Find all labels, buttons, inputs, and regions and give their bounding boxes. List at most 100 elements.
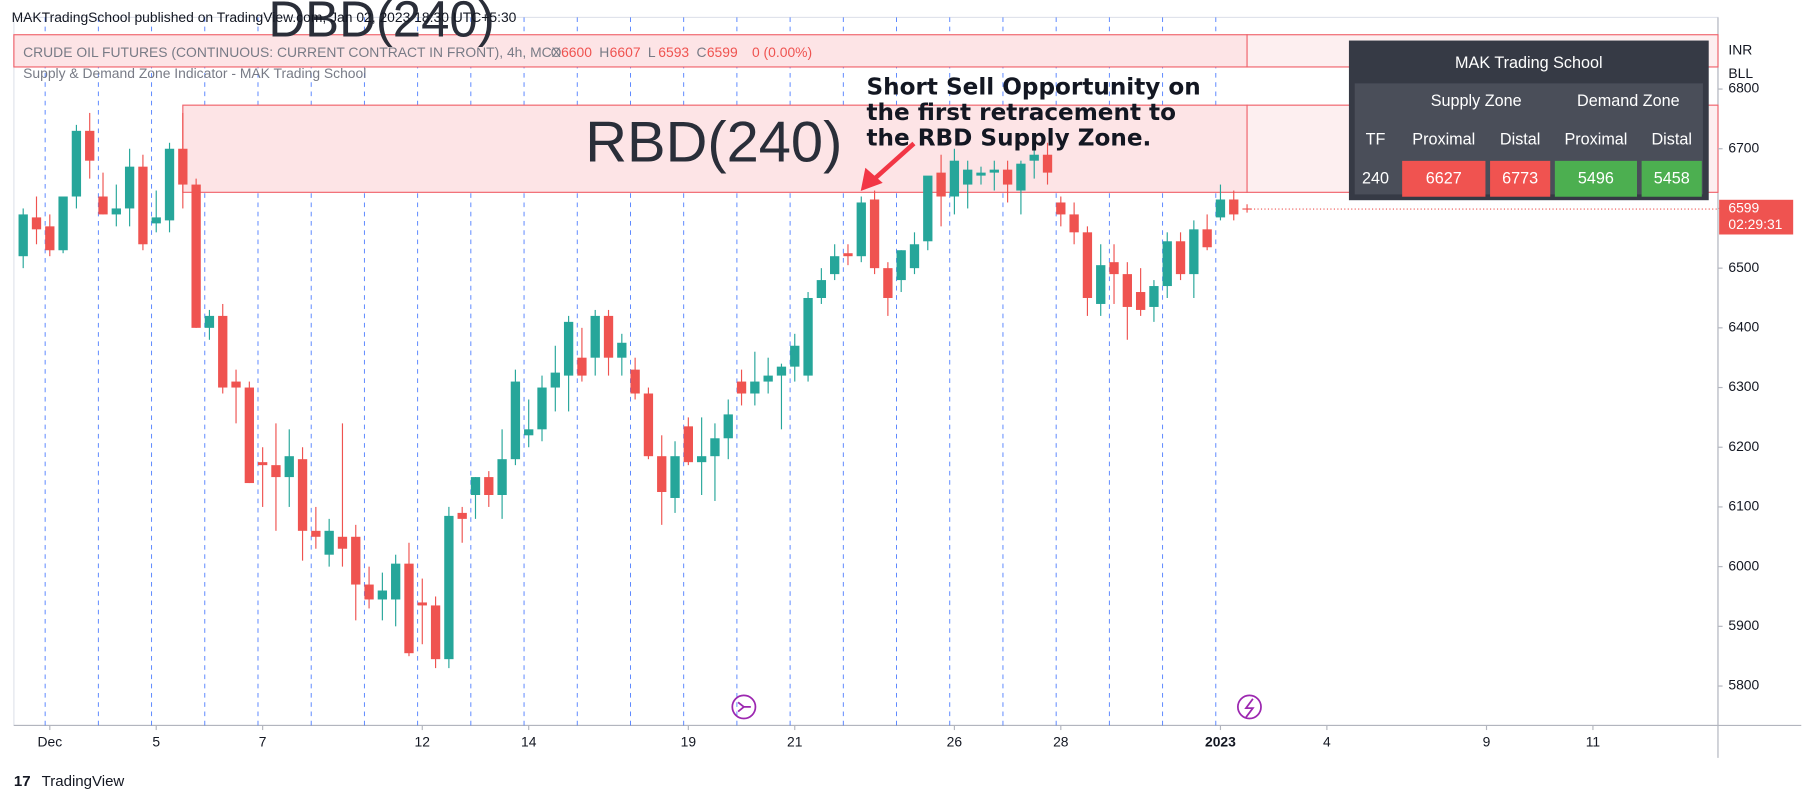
candle-body [563,321,574,376]
candle-body [470,477,481,495]
y-tick-label: 6400 [1728,319,1759,335]
candle-body [657,456,667,493]
candle-body [1016,163,1026,191]
candle-body [603,315,614,358]
event-icon[interactable] [1237,694,1262,720]
candle-body [324,530,334,555]
x-tick-label: 14 [521,733,537,749]
table-cell: 240 [1362,170,1389,188]
candle-body [1109,262,1119,275]
candle-body [736,381,747,394]
candle-body [856,202,866,257]
candle-body [351,536,361,585]
candle-body [909,244,920,269]
table-cell-bg [1641,160,1702,197]
y-tick-label: 6500 [1728,259,1759,275]
candle-body [883,268,893,298]
candle-body [85,130,95,161]
table-cell-bg [1554,160,1637,197]
candle-body [231,381,241,388]
ohlc-change: 0 (0.00%) [752,44,812,60]
candle-body [391,563,401,600]
candle-body [297,459,308,531]
x-tick-label: Dec [37,733,62,749]
x-tick-label: 19 [681,733,697,749]
publish-header: MAKTradingSchool published on TradingVie… [12,9,517,25]
candle-body [696,456,707,463]
table-cell: 6627 [1426,170,1462,188]
candle-body [896,250,906,281]
y-tick-label: 6100 [1728,498,1759,514]
candle-body [18,214,28,257]
candle-body [484,477,494,495]
candle-body [404,563,414,654]
candle-body [364,584,374,600]
ohlc-value: 6600 [561,44,592,60]
candle-body [843,253,853,257]
candle-body [1162,241,1172,287]
y-tick-label: 6800 [1728,80,1759,96]
candle-body [936,172,946,197]
candle-body [151,217,161,224]
candle-body [430,605,441,660]
zone-label: RBD(240) [585,111,842,175]
candle-body [683,426,693,463]
candle-body [31,217,42,230]
candle-body [497,459,507,495]
candle-body [963,169,973,185]
y-tick-label: 6700 [1728,139,1759,155]
y-tick-label: 6200 [1728,438,1759,454]
candle-body [830,256,840,275]
candle-body [1056,202,1066,215]
table-cell-bg [1490,160,1551,197]
x-tick-label: 5 [152,733,160,749]
candle-body [976,172,986,176]
event-icon-glyph [1244,698,1255,718]
candle-body [257,462,268,466]
candle-body [58,196,68,251]
candle-body [337,536,348,549]
ohlc-value: 6599 [707,44,738,60]
x-tick-label: 28 [1053,733,1069,749]
candle-body [1082,232,1093,298]
candle-body [271,465,281,478]
candle-body [670,456,680,498]
table-cell: 5458 [1654,170,1690,188]
ohlc-value: 6607 [610,44,641,60]
candle-body [244,387,254,484]
candle-body [577,357,587,376]
x-tick-label: 2023 [1205,733,1236,749]
candle-body [630,369,640,394]
candle-body [763,375,773,382]
price-tag-countdown: 02:29:31 [1728,216,1782,232]
candle-body [1069,214,1079,233]
ohlc-prefix: H [599,44,609,60]
y-tick-label: 5900 [1728,617,1759,633]
candle-body [111,208,121,215]
event-icon-glyph [737,701,751,713]
candle-body [1175,241,1186,275]
brand: TradingView [42,773,125,790]
candle-body [218,315,228,388]
candle-body [710,438,720,457]
candle-body [1135,292,1146,310]
candle-body [989,169,999,173]
table-header: Proximal [1412,130,1475,148]
ohlc-prefix: L [648,44,656,60]
candle-body [124,166,135,209]
x-tick-label: 9 [1483,733,1491,749]
candle-body [1202,229,1212,248]
price-tag [1719,199,1794,235]
price-tag-value: 6599 [1728,200,1759,216]
table-cell: 5496 [1578,170,1614,188]
event-icon[interactable] [731,694,757,720]
candle-body [71,130,82,197]
candle-body [1229,199,1239,215]
candle-body [790,345,800,367]
x-tick-label: 21 [787,733,803,749]
unit: BLL [1728,65,1753,81]
annotation-arrow [868,141,916,185]
candle-body [550,372,560,388]
table-header: TF [1366,130,1386,148]
candle-body [191,184,201,328]
